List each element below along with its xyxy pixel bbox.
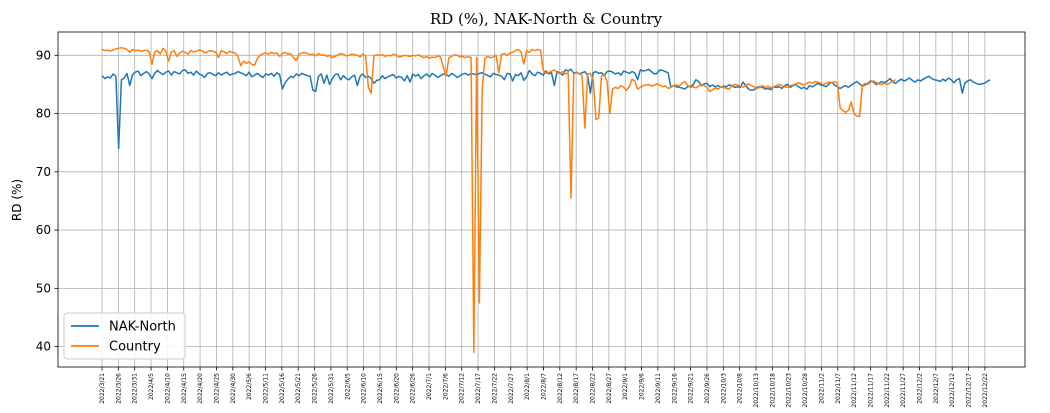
x-tick-label: 2022/10/13 (753, 373, 760, 408)
x-tick-label: 2022/12/17 (966, 373, 973, 408)
chart-title: RD (%), NAK-North & Country (430, 10, 663, 28)
x-tick-label: 2022/10/18 (769, 373, 776, 408)
y-axis-ticks: 40 50 60 70 80 90 (36, 48, 58, 354)
x-tick-label: 2022/11/22 (884, 373, 891, 408)
y-tick-label: 50 (36, 281, 51, 295)
x-tick-label: 2022/4/30 (230, 373, 237, 404)
x-tick-label: 2022/7/1 (426, 373, 433, 400)
x-tick-label: 2022/3/21 (99, 373, 106, 404)
x-tick-label: 2022/6/5 (344, 373, 351, 400)
x-tick-label: 2022/6/20 (393, 373, 400, 404)
x-tick-label: 2022/6/10 (361, 373, 368, 404)
x-tick-label: 2022/12/22 (982, 373, 989, 408)
x-tick-label: 2022/8/7 (540, 373, 547, 400)
x-tick-label: 2022/5/11 (263, 373, 270, 404)
x-tick-label: 2022/11/17 (867, 373, 874, 408)
x-tick-label: 2022/9/21 (688, 373, 695, 404)
x-tick-label: 2022/5/31 (328, 373, 335, 404)
x-tick-label: 2022/4/20 (197, 373, 204, 404)
x-tick-label: 2022/8/12 (557, 373, 564, 404)
y-tick-label: 60 (36, 223, 51, 237)
x-tick-label: 2022/12/2 (917, 373, 924, 404)
x-axis-ticks: 2022/3/21 2022/3/26 2022/3/31 2022/4/5 2022/… (99, 367, 989, 408)
x-tick-label: 2022/8/22 (590, 373, 597, 404)
x-tick-label: 2022/9/1 (622, 373, 629, 400)
x-tick-label: 2022/9/26 (704, 373, 711, 404)
series-line-country (101, 46, 896, 354)
x-tick-label: 2022/7/27 (508, 373, 515, 404)
x-tick-label: 2022/11/7 (835, 373, 842, 404)
series-line-nak-north (101, 68, 991, 150)
y-tick-label: 80 (36, 107, 51, 121)
y-tick-label: 40 (36, 340, 51, 354)
x-gridlines (101, 32, 986, 367)
x-tick-label: 2022/4/25 (213, 373, 220, 404)
x-tick-label: 2022/4/5 (148, 373, 155, 400)
x-tick-label: 2022/7/17 (475, 373, 482, 404)
x-tick-label: 2022/11/27 (900, 373, 907, 408)
legend-box (63, 312, 186, 360)
series-layer (101, 46, 991, 354)
x-tick-label: 2022/3/26 (115, 373, 122, 404)
x-tick-label: 2022/10/28 (802, 373, 809, 408)
x-tick-label: 2022/9/11 (655, 373, 662, 404)
x-tick-label: 2022/7/22 (491, 373, 498, 404)
x-tick-label: 2022/4/10 (164, 373, 171, 404)
x-tick-label: 2022/8/17 (573, 373, 580, 404)
x-tick-label: 2022/5/16 (279, 373, 286, 404)
y-gridlines (58, 54, 1025, 348)
x-tick-label: 2022/12/7 (933, 373, 940, 404)
x-tick-label: 2022/7/6 (442, 373, 449, 400)
x-tick-label: 2022/8/27 (606, 373, 613, 404)
x-tick-label: 2022/3/31 (132, 373, 139, 404)
y-tick-label: 90 (36, 48, 51, 62)
x-tick-label: 2022/5/21 (295, 373, 302, 404)
legend: NAK-North Country (63, 312, 186, 360)
x-tick-label: 2022/5/6 (246, 373, 253, 400)
legend-label-nak-north: NAK-North (109, 320, 176, 335)
x-tick-label: 2022/9/6 (639, 373, 646, 400)
x-tick-label: 2022/4/15 (181, 373, 188, 404)
x-tick-label: 2022/11/2 (818, 373, 825, 404)
x-tick-label: 2022/5/26 (312, 373, 319, 404)
x-tick-label: 2022/10/23 (786, 373, 793, 408)
x-tick-label: 2022/9/16 (671, 373, 678, 404)
plot-frame (57, 31, 1026, 368)
x-tick-label: 2022/10/3 (720, 373, 727, 404)
x-tick-label: 2022/10/8 (737, 373, 744, 404)
x-tick-label: 2022/8/1 (524, 373, 531, 400)
x-tick-label: 2022/12/12 (949, 373, 956, 408)
x-tick-label: 2022/7/12 (459, 373, 466, 404)
y-tick-label: 70 (36, 165, 51, 179)
x-tick-label: 2022/6/15 (377, 373, 384, 404)
y-axis-label: RD (%) (10, 179, 24, 221)
legend-label-country: Country (109, 340, 161, 355)
x-tick-label: 2022/6/26 (410, 373, 417, 404)
x-tick-label: 2022/11/12 (851, 373, 858, 408)
